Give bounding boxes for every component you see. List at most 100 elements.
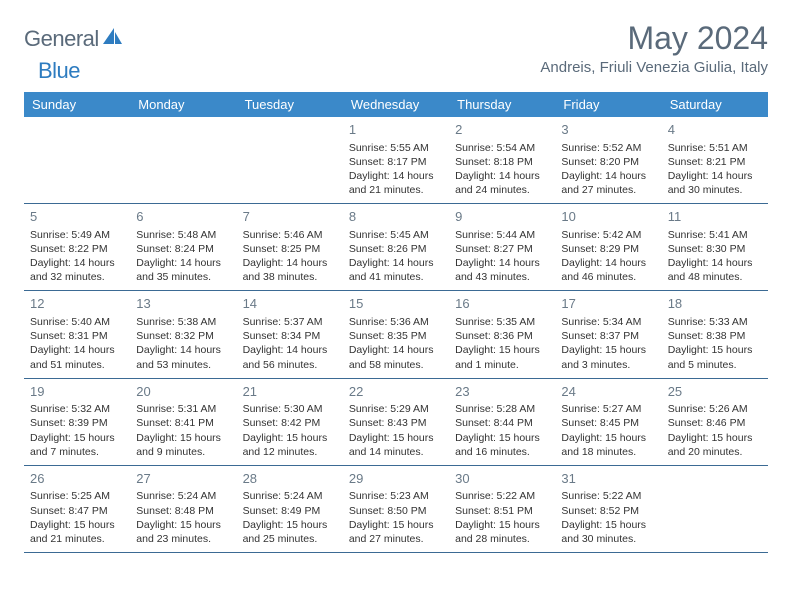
sunrise-line: Sunrise: 5:55 AM [349, 141, 443, 155]
day-cell: 7Sunrise: 5:46 AMSunset: 8:25 PMDaylight… [237, 204, 343, 290]
daylight-line: Daylight: 15 hours and 9 minutes. [136, 431, 230, 459]
sunrise-line: Sunrise: 5:27 AM [561, 402, 655, 416]
day-number: 13 [136, 295, 230, 313]
day-number: 11 [668, 208, 762, 226]
empty-cell [237, 117, 343, 203]
sunrise-line: Sunrise: 5:30 AM [243, 402, 337, 416]
day-cell: 6Sunrise: 5:48 AMSunset: 8:24 PMDaylight… [130, 204, 236, 290]
daylight-line: Daylight: 15 hours and 25 minutes. [243, 518, 337, 546]
day-cell: 5 Sunrise: 5:49 AMSunset: 8:22 PMDaylight… [24, 204, 130, 290]
sunset-line: Sunset: 8:44 PM [455, 416, 549, 430]
day-number: 18 [668, 295, 762, 313]
sunset-line: Sunset: 8:26 PM [349, 242, 443, 256]
sunset-line: Sunset: 8:25 PM [243, 242, 337, 256]
day-cell: 29Sunrise: 5:23 AMSunset: 8:50 PMDayligh… [343, 466, 449, 552]
daylight-line: Daylight: 14 hours and 35 minutes. [136, 256, 230, 284]
day-number: 31 [561, 470, 655, 488]
day-cell: 15Sunrise: 5:36 AMSunset: 8:35 PMDayligh… [343, 291, 449, 377]
day-number: 17 [561, 295, 655, 313]
day-cell: 2Sunrise: 5:54 AMSunset: 8:18 PMDaylight… [449, 117, 555, 203]
sunrise-line: Sunrise: 5:26 AM [668, 402, 762, 416]
sunset-line: Sunset: 8:47 PM [30, 504, 124, 518]
empty-cell [130, 117, 236, 203]
sunset-line: Sunset: 8:50 PM [349, 504, 443, 518]
daylight-line: Daylight: 14 hours and 53 minutes. [136, 343, 230, 371]
daylight-line: Daylight: 14 hours and 27 minutes. [561, 169, 655, 197]
daylight-line: Daylight: 14 hours and 32 minutes. [30, 256, 124, 284]
day-cell: 19Sunrise: 5:32 AMSunset: 8:39 PMDayligh… [24, 379, 130, 465]
day-number: 20 [136, 383, 230, 401]
day-number: 27 [136, 470, 230, 488]
day-number: 9 [455, 208, 549, 226]
sunset-line: Sunset: 8:51 PM [455, 504, 549, 518]
day-number: 5 [30, 208, 124, 226]
day-cell: 8Sunrise: 5:45 AMSunset: 8:26 PMDaylight… [343, 204, 449, 290]
sunrise-line: Sunrise: 5:22 AM [455, 489, 549, 503]
day-cell: 12Sunrise: 5:40 AMSunset: 8:31 PMDayligh… [24, 291, 130, 377]
sunrise-line: Sunrise: 5:29 AM [349, 402, 443, 416]
sunrise-line: Sunrise: 5:28 AM [455, 402, 549, 416]
sunset-line: Sunset: 8:24 PM [136, 242, 230, 256]
sunset-line: Sunset: 8:20 PM [561, 155, 655, 169]
sunrise-line: Sunrise: 5:52 AM [561, 141, 655, 155]
day-number: 25 [668, 383, 762, 401]
day-cell: 25Sunrise: 5:26 AMSunset: 8:46 PMDayligh… [662, 379, 768, 465]
daylight-line: Daylight: 14 hours and 30 minutes. [668, 169, 762, 197]
sunset-line: Sunset: 8:43 PM [349, 416, 443, 430]
sunrise-line: Sunrise: 5:49 AM [30, 228, 124, 242]
day-number: 26 [30, 470, 124, 488]
week-row: 26Sunrise: 5:25 AMSunset: 8:47 PMDayligh… [24, 466, 768, 553]
sunrise-line: Sunrise: 5:41 AM [668, 228, 762, 242]
sunrise-line: Sunrise: 5:40 AM [30, 315, 124, 329]
day-number: 12 [30, 295, 124, 313]
daylight-line: Daylight: 14 hours and 38 minutes. [243, 256, 337, 284]
day-number: 22 [349, 383, 443, 401]
sunset-line: Sunset: 8:22 PM [30, 242, 124, 256]
sunrise-line: Sunrise: 5:48 AM [136, 228, 230, 242]
weekday-header: Wednesday [343, 92, 449, 117]
weekday-header: Thursday [449, 92, 555, 117]
day-cell: 23Sunrise: 5:28 AMSunset: 8:44 PMDayligh… [449, 379, 555, 465]
day-cell: 28Sunrise: 5:24 AMSunset: 8:49 PMDayligh… [237, 466, 343, 552]
daylight-line: Daylight: 14 hours and 48 minutes. [668, 256, 762, 284]
day-number: 30 [455, 470, 549, 488]
sunset-line: Sunset: 8:27 PM [455, 242, 549, 256]
sunset-line: Sunset: 8:49 PM [243, 504, 337, 518]
weekday-header: Saturday [662, 92, 768, 117]
sunset-line: Sunset: 8:34 PM [243, 329, 337, 343]
sunrise-line: Sunrise: 5:42 AM [561, 228, 655, 242]
day-number: 2 [455, 121, 549, 139]
sunset-line: Sunset: 8:41 PM [136, 416, 230, 430]
sunset-line: Sunset: 8:42 PM [243, 416, 337, 430]
day-number: 19 [30, 383, 124, 401]
calendar-grid: SundayMondayTuesdayWednesdayThursdayFrid… [24, 92, 768, 553]
day-cell: 1Sunrise: 5:55 AMSunset: 8:17 PMDaylight… [343, 117, 449, 203]
daylight-line: Daylight: 15 hours and 7 minutes. [30, 431, 124, 459]
day-number: 3 [561, 121, 655, 139]
sunrise-line: Sunrise: 5:23 AM [349, 489, 443, 503]
sunset-line: Sunset: 8:37 PM [561, 329, 655, 343]
day-cell: 21Sunrise: 5:30 AMSunset: 8:42 PMDayligh… [237, 379, 343, 465]
day-cell: 16Sunrise: 5:35 AMSunset: 8:36 PMDayligh… [449, 291, 555, 377]
sunrise-line: Sunrise: 5:24 AM [136, 489, 230, 503]
location: Andreis, Friuli Venezia Giulia, Italy [540, 59, 768, 76]
week-row: 5Sunrise: 5:49 AMSunset: 8:22 PMDaylight… [24, 204, 768, 291]
sunrise-line: Sunrise: 5:51 AM [668, 141, 762, 155]
sunset-line: Sunset: 8:39 PM [30, 416, 124, 430]
day-cell: 13Sunrise: 5:38 AMSunset: 8:32 PMDayligh… [130, 291, 236, 377]
weekday-header: Friday [555, 92, 661, 117]
sunrise-line: Sunrise: 5:32 AM [30, 402, 124, 416]
day-cell: 18Sunrise: 5:33 AMSunset: 8:38 PMDayligh… [662, 291, 768, 377]
daylight-line: Daylight: 14 hours and 21 minutes. [349, 169, 443, 197]
weeks-container: 1Sunrise: 5:55 AMSunset: 8:17 PMDaylight… [24, 117, 768, 553]
daylight-line: Daylight: 15 hours and 18 minutes. [561, 431, 655, 459]
day-number: 24 [561, 383, 655, 401]
daylight-line: Daylight: 15 hours and 5 minutes. [668, 343, 762, 371]
day-cell: 30Sunrise: 5:22 AMSunset: 8:51 PMDayligh… [449, 466, 555, 552]
title-block: May 2024 Andreis, Friuli Venezia Giulia,… [540, 20, 768, 76]
weekday-header: Tuesday [237, 92, 343, 117]
logo: General [24, 20, 125, 52]
day-number: 16 [455, 295, 549, 313]
sunrise-line: Sunrise: 5:38 AM [136, 315, 230, 329]
logo-sail-icon [103, 28, 123, 51]
